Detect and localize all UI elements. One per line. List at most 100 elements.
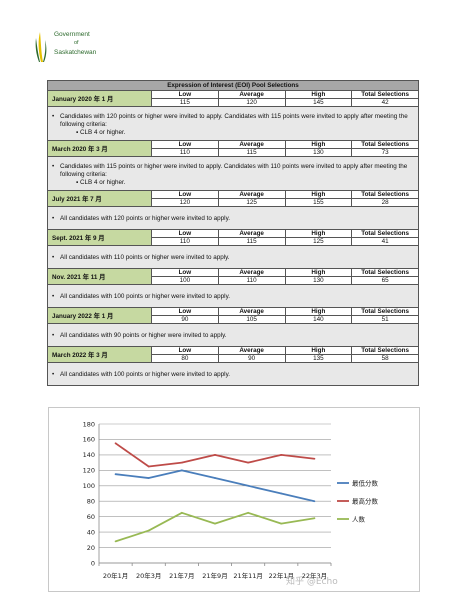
logo-wordmark: Government of Saskatchewan xyxy=(54,30,96,57)
data-point xyxy=(114,540,117,543)
low-value: 110 xyxy=(152,238,219,245)
total-value: 51 xyxy=(381,316,389,323)
bullet-icon: • xyxy=(52,113,55,120)
selection-note: • All candidates with 100 points or highe… xyxy=(48,363,418,385)
y-tick-label: 100 xyxy=(83,482,95,490)
bullet-icon: • xyxy=(52,163,55,170)
logo-line-1: Government xyxy=(54,31,90,38)
average-header: Average xyxy=(219,91,286,98)
average-header: Average xyxy=(219,269,286,276)
y-tick-label: 140 xyxy=(83,451,95,459)
y-tick-label: 60 xyxy=(87,513,95,521)
score-stats: Low Average High Total Selections 110 115 130 7… xyxy=(152,141,418,156)
note-text: All candidates with 100 points or higher… xyxy=(60,293,230,300)
stats-values: 115 120 145 42 xyxy=(152,99,418,106)
chart-svg: 0 20 40 60 80 100 120 140 160 180 20年1月 20年3月 21年7月 2… xyxy=(83,420,379,580)
high-value: 140 xyxy=(286,316,353,323)
government-logo: Government of Saskatchewan xyxy=(32,30,152,66)
points-trend-chart: 0 20 40 60 80 100 120 140 160 180 20年1月 20年3月 21年7月 2… xyxy=(48,407,420,592)
low-value: 90 xyxy=(152,316,219,323)
total-header: Total Selections xyxy=(361,347,410,354)
y-tick-label: 160 xyxy=(83,436,95,444)
high-value: 145 xyxy=(286,99,353,106)
average-header: Average xyxy=(219,308,286,315)
data-point xyxy=(280,522,283,525)
low-value: 115 xyxy=(152,99,219,106)
score-stats: Low Average High Total Selections 90 105 140 51 xyxy=(152,308,418,323)
average-header: Average xyxy=(219,191,286,198)
x-tick-label: 20年3月 xyxy=(136,571,161,580)
total-value: 28 xyxy=(381,199,389,206)
high-value: 155 xyxy=(286,199,353,206)
low-header: Low xyxy=(152,347,219,354)
score-stats: Low Average High Total Selections 80 90 135 58 xyxy=(152,347,418,362)
selection-note: • All candidates with 110 points or highe… xyxy=(48,246,418,268)
high-header: High xyxy=(286,191,353,198)
selection-row: January 2020 年 1 月 Low Average High Total Se… xyxy=(48,91,418,107)
selection-row: March 2022 年 3 月 Low Average High Total Sele… xyxy=(48,347,418,363)
x-tick-label: 21年9月 xyxy=(202,571,227,580)
stats-values: 120 125 155 28 xyxy=(152,199,418,206)
draw-date: July 2021 年 7 月 xyxy=(48,191,152,206)
high-header: High xyxy=(286,230,353,237)
note-text: All candidates with 110 points or higher… xyxy=(60,254,230,261)
legend-label: 最低分数 xyxy=(352,478,379,487)
low-value: 100 xyxy=(152,277,219,284)
data-point xyxy=(280,453,283,456)
total-value: 42 xyxy=(381,99,389,106)
data-point xyxy=(313,517,316,520)
data-point xyxy=(313,457,316,460)
total-value: 65 xyxy=(381,277,389,284)
data-point xyxy=(313,500,316,503)
data-point xyxy=(114,442,117,445)
draw-date: March 2022 年 3 月 xyxy=(48,347,152,362)
low-header: Low xyxy=(152,91,219,98)
note-text: All candidates with 100 points or higher… xyxy=(60,371,230,378)
high-header: High xyxy=(286,269,353,276)
note-text: Candidates with 120 points or higher wer… xyxy=(60,113,408,128)
average-value: 105 xyxy=(219,316,286,323)
low-value: 120 xyxy=(152,199,219,206)
stats-values: 110 115 130 73 xyxy=(152,149,418,156)
stats-header: Low Average High Total Selections xyxy=(152,91,418,99)
average-header: Average xyxy=(219,230,286,237)
note-subpoint: ▪ CLB 4 or higher. xyxy=(76,129,126,136)
high-value: 135 xyxy=(286,355,353,362)
low-header: Low xyxy=(152,269,219,276)
selection-row: January 2022 年 1 月 Low Average High Total Se… xyxy=(48,308,418,324)
low-header: Low xyxy=(152,191,219,198)
total-value: 73 xyxy=(381,149,389,156)
total-header: Total Selections xyxy=(361,91,410,98)
high-header: High xyxy=(286,347,353,354)
average-value: 110 xyxy=(219,277,286,284)
note-subpoint-text: CLB 4 or higher. xyxy=(79,179,126,186)
high-header: High xyxy=(286,91,353,98)
data-point xyxy=(247,484,250,487)
note-text: All candidates with 90 points or higher … xyxy=(60,332,227,339)
data-point xyxy=(247,461,250,464)
total-value: 58 xyxy=(381,355,389,362)
score-stats: Low Average High Total Selections 100 110 130 6… xyxy=(152,269,418,284)
stats-values: 110 115 125 41 xyxy=(152,238,418,245)
total-header: Total Selections xyxy=(361,269,410,276)
table-title: Expression of Interest (EOI) Pool Select… xyxy=(48,81,418,91)
data-point xyxy=(147,529,150,532)
low-value: 80 xyxy=(152,355,219,362)
data-point xyxy=(214,477,216,479)
x-tick-label: 21年7月 xyxy=(169,571,194,580)
stats-header: Low Average High Total Selections xyxy=(152,191,418,199)
average-value: 120 xyxy=(219,99,286,106)
selection-block: March 2020 年 3 月 Low Average High Total Sele… xyxy=(48,141,418,191)
score-stats: Low Average High Total Selections 110 115 125 4… xyxy=(152,230,418,245)
score-stats: Low Average High Total Selections 115 120 145 4… xyxy=(152,91,418,106)
y-tick-label: 0 xyxy=(91,559,95,567)
draw-date: March 2020 年 3 月 xyxy=(48,141,152,156)
low-header: Low xyxy=(152,230,219,237)
draw-date: January 2020 年 1 月 xyxy=(48,91,152,106)
stats-header: Low Average High Total Selections xyxy=(152,269,418,277)
y-tick-label: 20 xyxy=(87,544,95,552)
selection-block: January 2020 年 1 月 Low Average High Total Se… xyxy=(48,91,418,141)
stats-header: Low Average High Total Selections xyxy=(152,230,418,238)
selection-block: March 2022 年 3 月 Low Average High Total Sele… xyxy=(48,347,418,385)
bullet-icon: • xyxy=(52,293,55,300)
